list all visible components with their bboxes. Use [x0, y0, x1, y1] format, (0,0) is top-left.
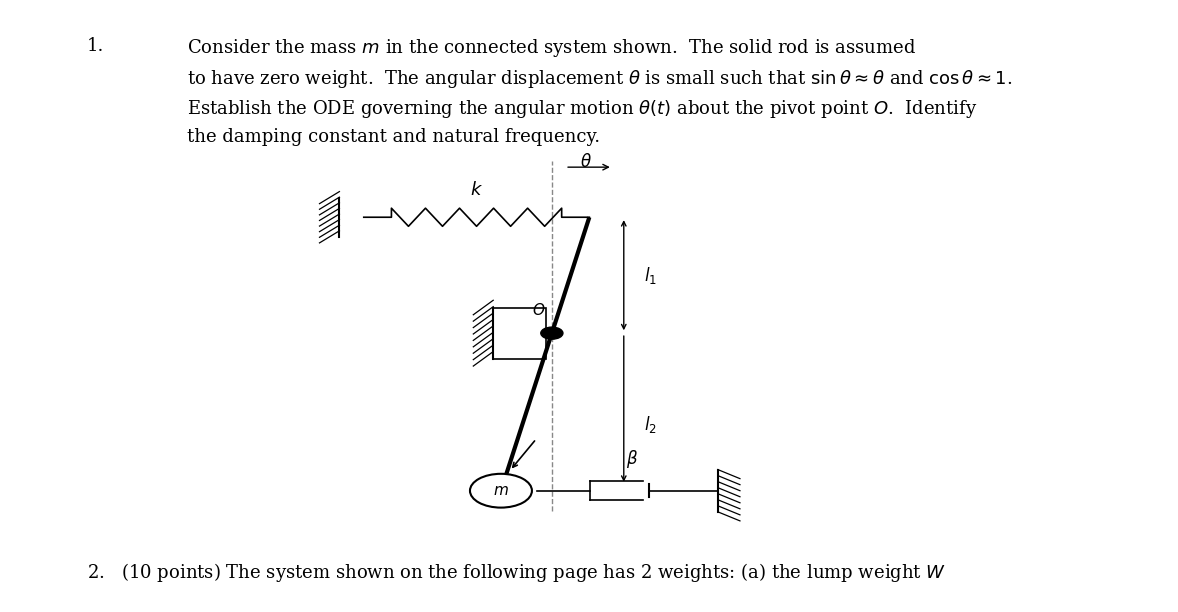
Bar: [494, 307, 547, 359]
Text: $\beta$: $\beta$: [627, 448, 638, 470]
Text: Establish the ODE governing the angular motion $\theta(t)$ about the pivot point: Establish the ODE governing the angular …: [187, 98, 977, 120]
Text: $\theta$: $\theta$: [580, 154, 591, 171]
Text: 1.: 1.: [87, 37, 105, 55]
Text: $O$: $O$: [532, 302, 545, 318]
Text: $m$: $m$: [494, 483, 509, 498]
Text: to have zero weight.  The angular displacement $\theta$ is small such that $\sin: to have zero weight. The angular displac…: [187, 67, 1012, 89]
Text: $l_2$: $l_2$: [643, 414, 656, 435]
Text: 2.   (10 points) The system shown on the following page has 2 weights: (a) the l: 2. (10 points) The system shown on the f…: [87, 561, 946, 584]
Circle shape: [541, 327, 563, 339]
Text: Consider the mass $m$ in the connected system shown.  The solid rod is assumed: Consider the mass $m$ in the connected s…: [187, 37, 916, 59]
Text: $k$: $k$: [470, 181, 483, 199]
Text: $l_1$: $l_1$: [643, 265, 656, 286]
Circle shape: [470, 474, 532, 507]
Text: the damping constant and natural frequency.: the damping constant and natural frequen…: [187, 128, 600, 146]
